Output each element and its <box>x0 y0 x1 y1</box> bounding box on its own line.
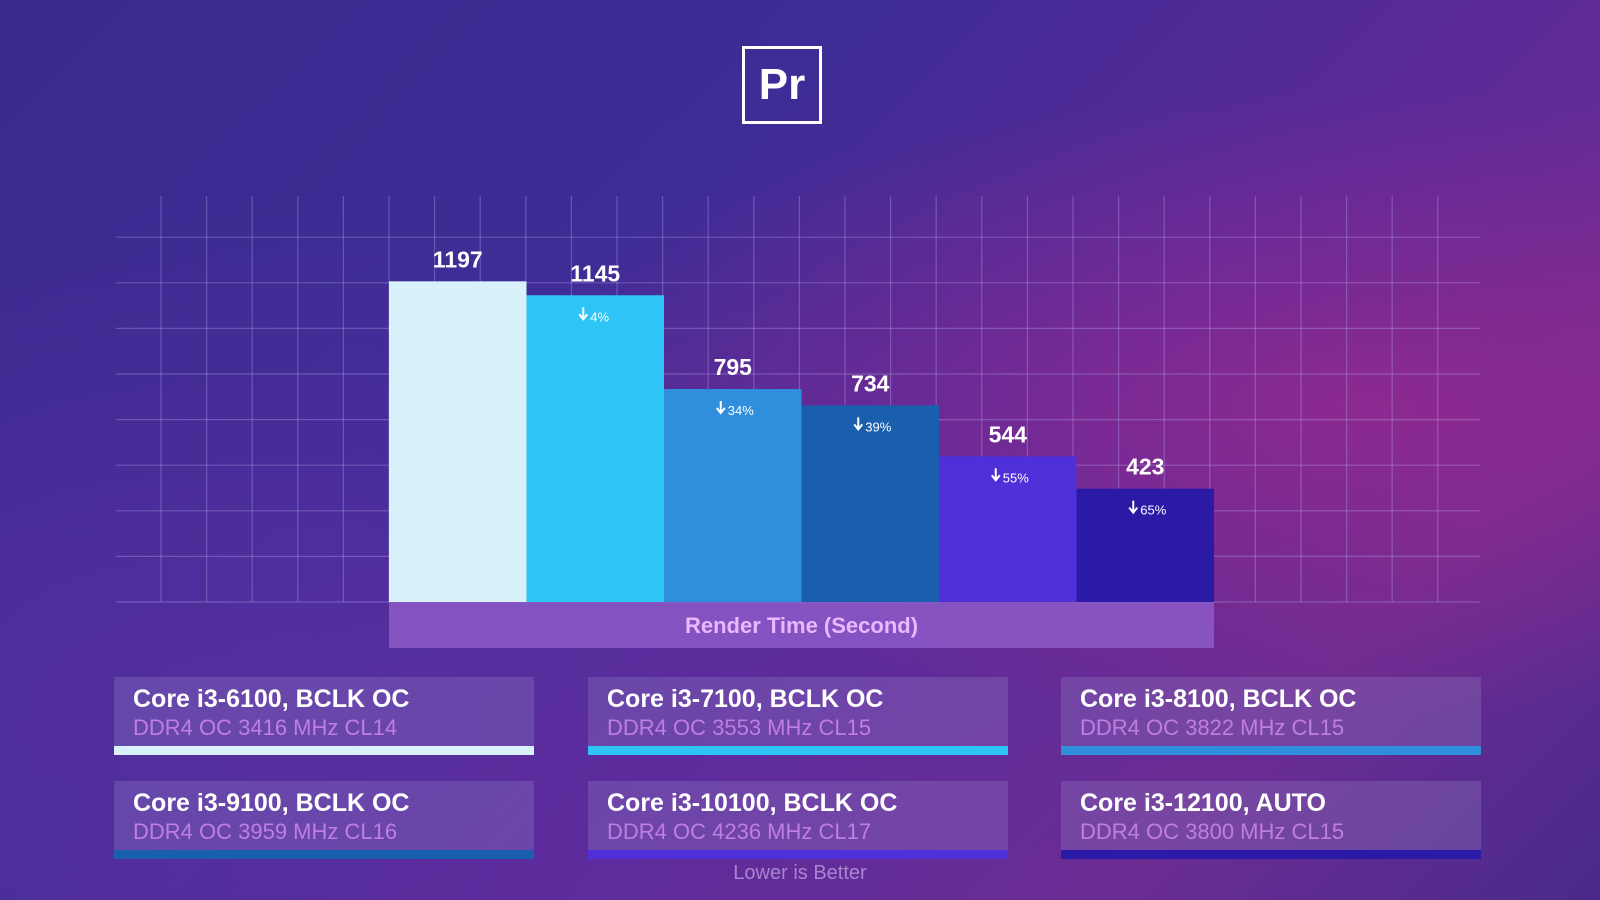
legend-item: Core i3-12100, AUTO DDR4 OC 3800 MHz CL15 <box>1061 781 1481 859</box>
bar <box>664 389 802 602</box>
legend-memory-spec: DDR4 OC 3800 MHz CL15 <box>1080 819 1345 844</box>
legend-color-swatch <box>588 746 1008 755</box>
bar-value-label: 734 <box>851 370 890 396</box>
bar-delta-label: 65% <box>1140 503 1166 518</box>
legend-cpu-name: Core i3-8100, BCLK OC <box>1080 685 1357 713</box>
legend-memory-spec: DDR4 OC 3959 MHz CL16 <box>133 819 398 844</box>
legend-cpu-name: Core i3-6100, BCLK OC <box>133 685 410 713</box>
bar-value-label: 1145 <box>570 260 620 286</box>
legend-color-swatch <box>114 746 534 755</box>
legend-color-swatch <box>114 850 534 859</box>
down-arrow-icon <box>715 401 726 415</box>
bar <box>801 405 939 602</box>
legend-color-swatch <box>588 850 1008 859</box>
down-arrow-icon <box>1128 500 1139 515</box>
bar <box>526 295 664 602</box>
down-arrow-icon <box>990 468 1001 482</box>
bar-value-label: 795 <box>714 354 753 380</box>
bar <box>939 456 1077 602</box>
legend-item: Core i3-9100, BCLK OC DDR4 OC 3959 MHz CL… <box>114 781 534 859</box>
down-arrow-icon <box>578 307 589 321</box>
axis-title-band <box>389 602 1214 648</box>
bar-delta-label: 39% <box>865 419 891 434</box>
bar-value-label: 544 <box>989 421 1028 447</box>
bar-delta-label: 4% <box>590 309 609 324</box>
bar-delta-label: 55% <box>1003 470 1029 485</box>
legend-color-swatch <box>1061 746 1481 755</box>
legend-item: Core i3-6100, BCLK OC DDR4 OC 3416 MHz CL… <box>114 677 534 755</box>
bar <box>1076 488 1214 602</box>
legend-cpu-name: Core i3-10100, BCLK OC <box>607 789 898 817</box>
premiere-pro-logo: Pr <box>742 46 822 124</box>
legend-color-swatch <box>1061 850 1481 859</box>
bar-delta-label: 34% <box>728 403 754 418</box>
legend-memory-spec: DDR4 OC 3416 MHz CL14 <box>133 715 398 740</box>
legend-item: Core i3-10100, BCLK OC DDR4 OC 4236 MHz C… <box>588 781 1008 859</box>
legend-item: Core i3-7100, BCLK OC DDR4 OC 3553 MHz CL… <box>588 677 1008 755</box>
legend-cpu-name: Core i3-7100, BCLK OC <box>607 685 884 713</box>
legend-memory-spec: DDR4 OC 3822 MHz CL15 <box>1080 715 1345 740</box>
legend-cpu-name: Core i3-9100, BCLK OC <box>133 789 410 817</box>
lower-is-better-note: Lower is Better <box>733 862 867 884</box>
down-arrow-icon <box>853 417 864 431</box>
render-time-bar-chart: 1197 1145 4% 795 34% 734 39% 544 55% 423 65% Render… <box>116 196 1480 648</box>
bar <box>389 281 527 602</box>
legend-item: Core i3-8100, BCLK OC DDR4 OC 3822 MHz CL… <box>1061 677 1481 755</box>
bar-value-label: 1197 <box>433 246 483 272</box>
legend-cpu-name: Core i3-12100, AUTO <box>1080 789 1326 817</box>
x-axis-title: Render Time (Second) <box>685 613 918 638</box>
legend-memory-spec: DDR4 OC 4236 MHz CL17 <box>607 819 872 844</box>
bar-value-label: 423 <box>1126 454 1164 480</box>
legend-memory-spec: DDR4 OC 3553 MHz CL15 <box>607 715 872 740</box>
